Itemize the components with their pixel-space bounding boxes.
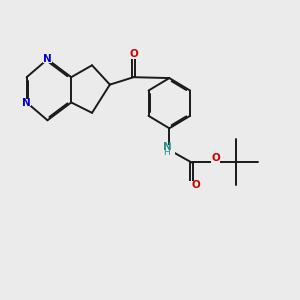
Bar xyxy=(164,145,175,155)
Bar xyxy=(130,51,138,59)
Text: N: N xyxy=(22,98,31,108)
Bar xyxy=(211,159,220,166)
Text: O: O xyxy=(211,153,220,163)
Text: N: N xyxy=(163,142,171,152)
Text: O: O xyxy=(129,49,138,59)
Text: O: O xyxy=(191,180,200,190)
Bar xyxy=(43,56,52,63)
Bar xyxy=(22,99,31,106)
Text: N: N xyxy=(43,54,52,64)
Bar xyxy=(188,181,196,189)
Text: H: H xyxy=(164,148,170,158)
